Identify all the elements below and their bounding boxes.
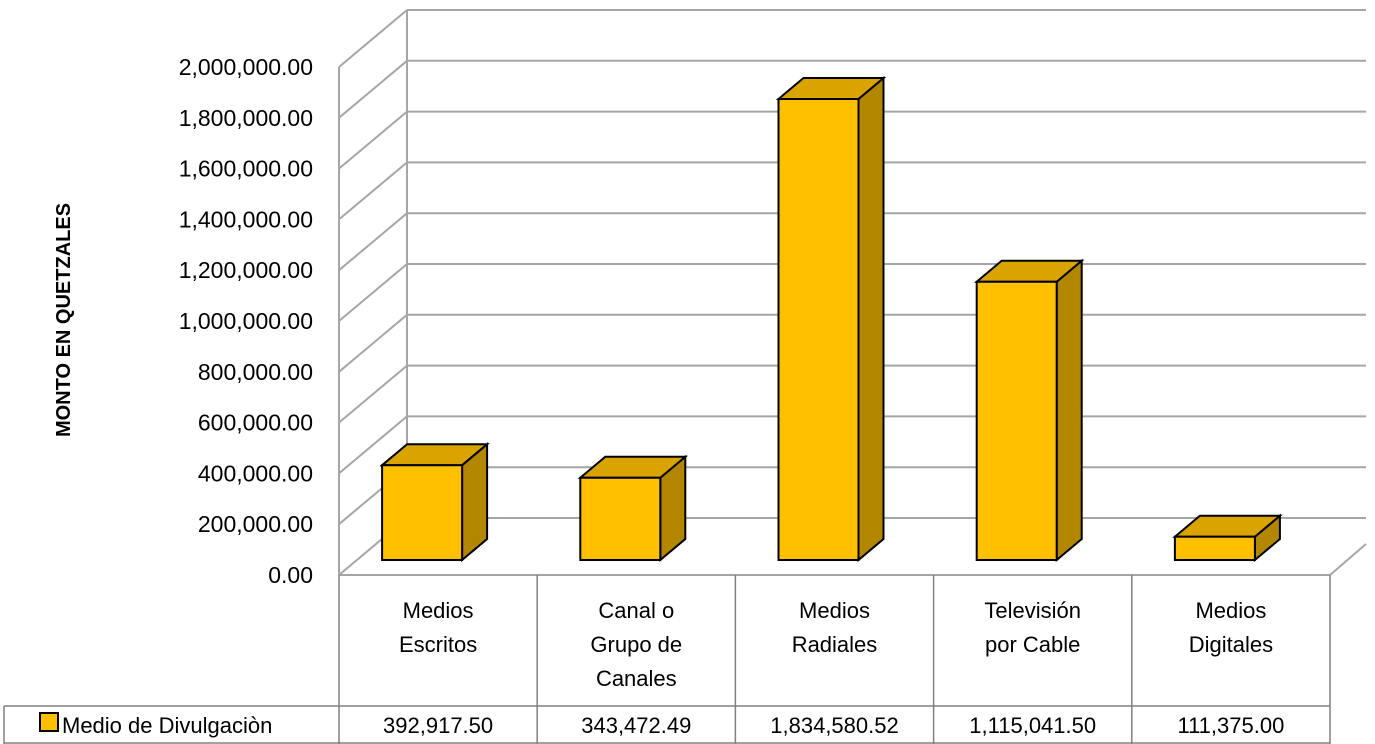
side-wall-gridline: [339, 264, 407, 321]
y-tick-label: 800,000.00: [198, 359, 313, 385]
category-label: Escritos: [399, 632, 477, 657]
side-wall-gridline: [339, 315, 407, 372]
y-tick-label: 600,000.00: [198, 410, 313, 436]
table-value-cell: 392,917.50: [383, 713, 493, 738]
bar-side-face: [1057, 261, 1082, 560]
bar-front-face: [779, 99, 859, 560]
y-tick-label: 400,000.00: [198, 460, 313, 486]
y-tick-label: 1,200,000.00: [179, 257, 313, 283]
bar-side-face: [859, 78, 884, 560]
legend-swatch: [40, 713, 58, 731]
side-wall-gridline: [339, 366, 407, 423]
legend-series-name: Medio de Divulgaciòn: [62, 713, 272, 738]
side-wall-gridline: [339, 61, 407, 118]
table-value-cell: 1,834,580.52: [770, 713, 898, 738]
y-tick-label: 0.00: [268, 562, 313, 588]
category-label: Grupo de: [590, 632, 682, 657]
bar: [580, 457, 685, 560]
category-label: por Cable: [985, 632, 1080, 657]
category-label: Canales: [596, 666, 677, 691]
side-wall-gridline: [339, 112, 407, 169]
category-label: Medios: [403, 598, 474, 623]
bar: [382, 444, 487, 560]
y-axis: 0.00 200,000.00 400,000.00 600,000.00 800,00…: [179, 54, 313, 588]
bar: [977, 261, 1082, 560]
y-tick-label: 2,000,000.00: [179, 54, 313, 80]
bar-front-face: [382, 465, 462, 560]
category-label: Medios: [1195, 598, 1266, 623]
y-tick-label: 1,800,000.00: [179, 105, 313, 131]
y-tick-label: 1,600,000.00: [179, 156, 313, 182]
y-tick-label: 1,400,000.00: [179, 206, 313, 232]
bars: [382, 78, 1280, 560]
y-tick-label: 1,000,000.00: [179, 308, 313, 334]
bar: [779, 78, 884, 560]
category-label: Radiales: [792, 632, 878, 657]
table-value-cell: 1,115,041.50: [969, 713, 1096, 738]
bar-front-face: [580, 478, 660, 560]
data-table: Medios Escritos Canal o Grupo de Canales Medi…: [4, 575, 1330, 744]
category-label: Canal o: [598, 598, 674, 623]
side-wall-gridline: [339, 213, 407, 270]
side-wall-gridline: [339, 162, 407, 219]
bar-front-face: [1175, 537, 1255, 560]
category-label: Digitales: [1189, 632, 1273, 657]
table-value-cell: 111,375.00: [1177, 713, 1284, 738]
category-label: Medios: [799, 598, 870, 623]
category-label: Televisión: [984, 598, 1081, 623]
bar: [1175, 516, 1280, 560]
floor-right-edge: [1330, 544, 1366, 575]
side-wall-gridline: [339, 10, 407, 67]
table-value-cell: 343,472.49: [581, 713, 691, 738]
y-tick-label: 200,000.00: [198, 511, 313, 537]
bar-front-face: [977, 282, 1057, 560]
y-axis-title: MONTO EN QUETZALES: [53, 203, 75, 437]
